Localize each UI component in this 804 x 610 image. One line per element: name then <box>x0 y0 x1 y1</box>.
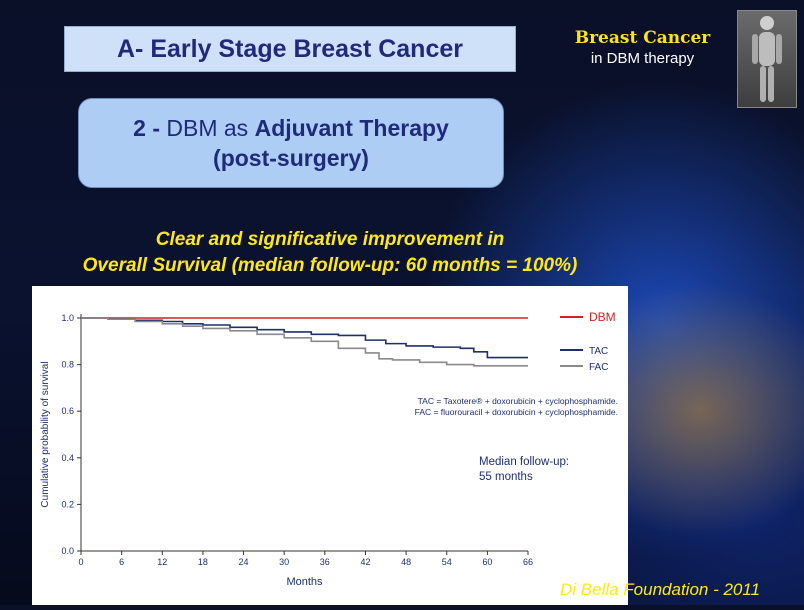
human-figure-icon <box>737 10 797 108</box>
subtitle-line-2: (post-surgery) <box>213 143 369 173</box>
legend-label-dbm: DBM <box>589 310 616 324</box>
slide-title: A- Early Stage Breast Cancer <box>64 26 516 72</box>
x-tick-label: 18 <box>198 557 208 567</box>
brand-block: Breast Cancer in DBM therapy <box>555 28 730 67</box>
subtitle-line-2-text: (post-surgery) <box>213 145 369 171</box>
legend-label-tac: TAC <box>589 346 608 357</box>
annotation-median-label: Median follow-up: <box>479 456 569 468</box>
y-tick-label: 0.2 <box>61 499 74 509</box>
legend-label-fac: FAC <box>589 362 608 373</box>
y-tick-label: 0.4 <box>61 453 74 463</box>
brand-subtitle: in DBM therapy <box>590 50 695 67</box>
x-tick-label: 66 <box>523 557 533 567</box>
x-tick-label: 36 <box>320 557 330 567</box>
x-tick-label: 60 <box>482 557 492 567</box>
claim-line-1: Clear and significative improvement in <box>155 229 505 250</box>
x-tick-label: 0 <box>78 557 83 567</box>
series-line-fac <box>81 317 528 367</box>
claim-text: Clear and significative improvement in O… <box>0 227 660 279</box>
x-tick-label: 30 <box>279 557 289 567</box>
y-axis-label: Cumulative probability of survival <box>40 361 51 507</box>
x-tick-label: 24 <box>239 557 249 567</box>
y-tick-label: 1.0 <box>61 313 74 323</box>
x-tick-label: 12 <box>157 557 167 567</box>
brand-title: Breast Cancer <box>574 28 711 48</box>
y-tick-label: 0.0 <box>61 546 74 556</box>
x-axis-label: Months <box>286 576 323 588</box>
x-tick-label: 42 <box>360 557 370 567</box>
subtitle-box: 2 - DBM as Adjuvant Therapy (post-surger… <box>78 98 504 188</box>
x-tick-label: 6 <box>119 557 124 567</box>
y-tick-label: 0.6 <box>61 406 74 416</box>
x-tick-label: 54 <box>442 557 452 567</box>
annotation-fac-definition: FAC = fluorouracil + doxorubicin + cyclo… <box>415 407 618 417</box>
footer-credit: Di Bella Foundation - 2011 <box>560 580 761 599</box>
claim-line-2: Overall Survival (median follow-up: 60 m… <box>82 255 578 276</box>
subtitle-mid: DBM as <box>166 115 255 141</box>
survival-chart: 0.0 0.2 0.4 0.6 0.8 1.0 0 6 12 18 24 30 36 42 48 54 60 66… <box>40 310 618 588</box>
subtitle-bold: Adjuvant Therapy <box>254 115 449 141</box>
subtitle-line-1: 2 - DBM as Adjuvant Therapy <box>133 113 449 143</box>
annotation-tac-definition: TAC = Taxotere® + doxorubicin + cyclopho… <box>418 396 618 406</box>
y-tick-label: 0.8 <box>61 360 74 370</box>
subtitle-prefix: 2 - <box>133 115 167 141</box>
survival-chart-panel: 0.0 0.2 0.4 0.6 0.8 1.0 0 6 12 18 24 30 36 42 48 54 60 66… <box>32 286 628 605</box>
annotation-median-value: 55 months <box>479 471 533 483</box>
x-tick-label: 48 <box>401 557 411 567</box>
